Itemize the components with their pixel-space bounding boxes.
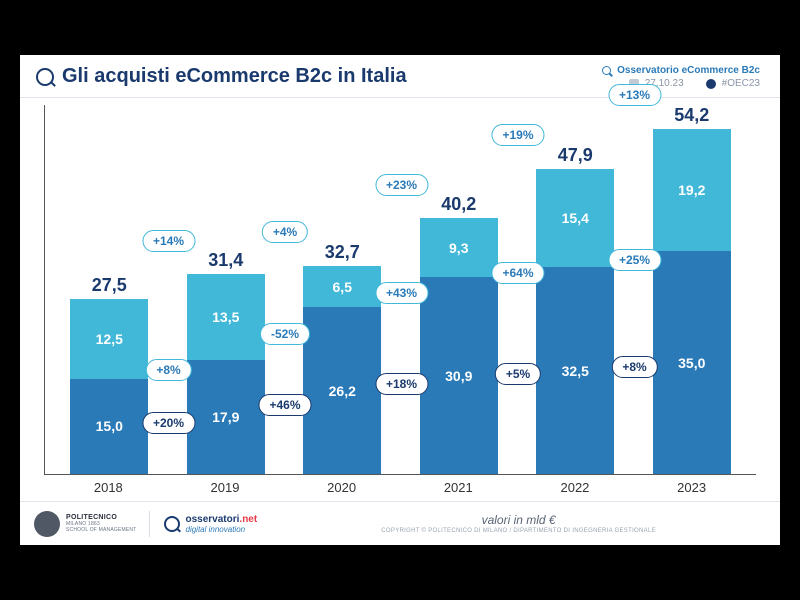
- segment-bottom: 35,0: [653, 251, 731, 474]
- page-title: Gli acquisti eCommerce B2c in Italia: [62, 65, 407, 88]
- segment-bottom: 30,9: [420, 277, 498, 474]
- growth-bottom-oval: +8%: [611, 356, 657, 378]
- magnifier-icon: [36, 68, 54, 86]
- growth-bottom-oval: +5%: [495, 363, 541, 385]
- growth-bottom-oval: +20%: [142, 412, 195, 434]
- growth-bottom-oval: +18%: [375, 373, 428, 395]
- osservatori-name: osservatori.net: [186, 514, 258, 525]
- x-axis-labels: 2018 2019 2020 2021 2022 2023: [44, 476, 756, 495]
- bar-group-2018: 27,5 12,515,0: [70, 105, 148, 474]
- chart: 27,5 12,515,0 31,4 13,517,9 32,7 6,526,2 40,2 9…: [44, 105, 756, 475]
- bar-group-2023: 54,2 19,235,0: [653, 105, 731, 474]
- total-value: 31,4: [187, 250, 265, 271]
- segment-top: 6,5: [303, 266, 381, 307]
- bar-group-2019: 31,4 13,517,9: [187, 105, 265, 474]
- x-axis-label: 2021: [419, 476, 497, 495]
- observatory-label: Osservatorio eCommerce B2c: [617, 65, 760, 76]
- growth-top-oval: +8%: [145, 359, 191, 381]
- growth-top-oval: -52%: [260, 323, 310, 345]
- osservatori-sub: digital innovation: [186, 525, 258, 534]
- bar-group-2022: 47,9 15,432,5: [536, 105, 614, 474]
- growth-total-oval: +13%: [608, 84, 661, 106]
- growth-total-oval: +23%: [375, 174, 428, 196]
- total-value: 47,9: [536, 145, 614, 166]
- segment-bottom: 32,5: [536, 267, 614, 474]
- slide: Gli acquisti eCommerce B2c in Italia Oss…: [20, 55, 780, 545]
- x-axis-label: 2022: [536, 476, 614, 495]
- growth-bottom-oval: +46%: [258, 394, 311, 416]
- header: Gli acquisti eCommerce B2c in Italia Oss…: [20, 55, 780, 98]
- segment-top: 12,5: [70, 299, 148, 379]
- hashtag-label: #OEC23: [722, 78, 760, 89]
- magnifier-icon: [164, 516, 180, 532]
- growth-total-oval: +19%: [491, 124, 544, 146]
- total-value: 27,5: [70, 275, 148, 296]
- footer-center: valori in mld € COPYRIGHT © POLITECNICO …: [271, 513, 766, 534]
- growth-top-oval: +64%: [491, 262, 544, 284]
- growth-total-oval: +4%: [262, 221, 308, 243]
- polimi-school: SCHOOL OF MANAGEMENT: [66, 527, 137, 533]
- total-value: 32,7: [303, 242, 381, 263]
- x-twitter-icon: [706, 79, 716, 89]
- polimi-logo-block: POLITECNICO MILANO 1863 SCHOOL OF MANAGE…: [34, 511, 150, 537]
- title-row: Gli acquisti eCommerce B2c in Italia: [36, 65, 407, 88]
- growth-total-oval: +14%: [142, 230, 195, 252]
- growth-top-oval: +43%: [375, 282, 428, 304]
- footer: POLITECNICO MILANO 1863 SCHOOL OF MANAGE…: [20, 501, 780, 545]
- x-axis-label: 2018: [69, 476, 147, 495]
- polimi-text-block: POLITECNICO MILANO 1863 SCHOOL OF MANAGE…: [66, 514, 137, 533]
- segment-bottom: 17,9: [187, 360, 265, 474]
- units-label: valori in mld €: [271, 513, 766, 527]
- polimi-name: POLITECNICO: [66, 514, 137, 521]
- polimi-seal-icon: [34, 511, 60, 537]
- x-axis-label: 2020: [303, 476, 381, 495]
- segment-bottom: 15,0: [70, 379, 148, 474]
- segment-top: 15,4: [536, 169, 614, 267]
- magnifier-icon: [602, 66, 611, 75]
- total-value: 54,2: [653, 105, 731, 126]
- growth-top-oval: +25%: [608, 249, 661, 271]
- segment-top: 19,2: [653, 129, 731, 251]
- segment-bottom: 26,2: [303, 307, 381, 474]
- total-value: 40,2: [420, 194, 498, 215]
- copyright-label: COPYRIGHT © POLITECNICO DI MILANO / DIPA…: [271, 528, 766, 534]
- x-axis-label: 2023: [653, 476, 731, 495]
- segment-top: 13,5: [187, 274, 265, 360]
- osservatori-logo-block: osservatori.net digital innovation: [164, 514, 258, 534]
- x-axis-label: 2019: [186, 476, 264, 495]
- segment-top: 9,3: [420, 218, 498, 277]
- bar-group-2021: 40,2 9,330,9: [420, 105, 498, 474]
- osservatori-text-block: osservatori.net digital innovation: [186, 514, 258, 534]
- meta-observatory-row: Osservatorio eCommerce B2c: [602, 65, 760, 76]
- bar-group-2020: 32,7 6,526,2: [303, 105, 381, 474]
